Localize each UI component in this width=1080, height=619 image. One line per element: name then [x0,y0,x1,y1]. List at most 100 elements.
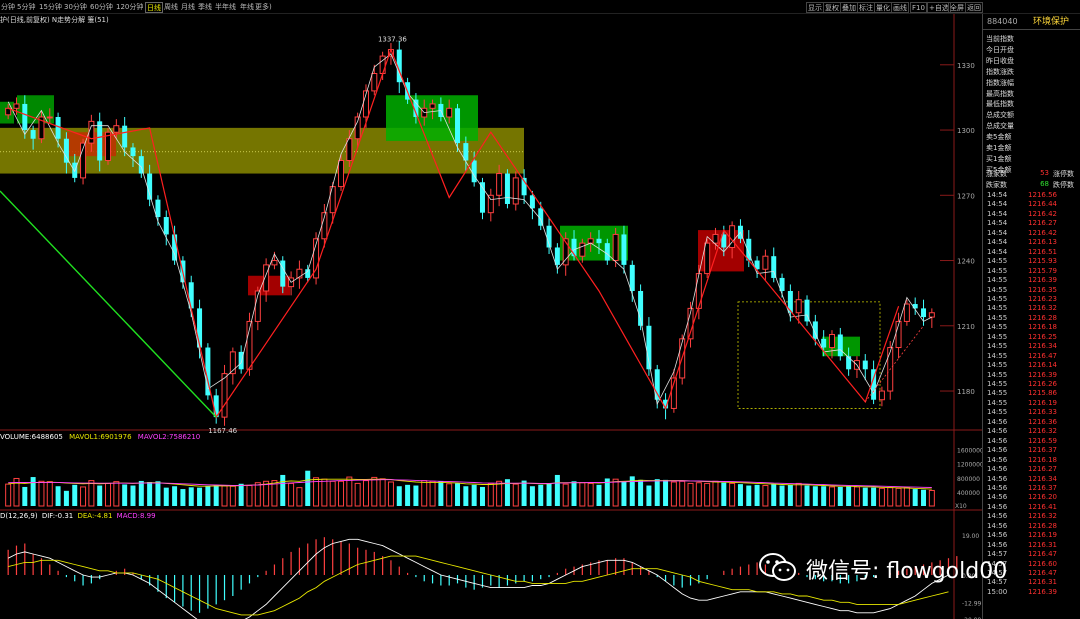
tick-time: 14:54 [987,209,1008,218]
candle-body [329,186,336,214]
volume-bar [180,489,186,506]
candle-body [30,130,36,139]
period-tab-8[interactable]: 月线 [181,3,195,11]
tick-price: 1216.33 [1028,408,1057,417]
candle-body [771,256,777,278]
period-tab-9[interactable]: 季线 [198,3,212,11]
tick-time: 14:56 [987,531,1008,540]
volume-bar [521,480,527,506]
volume-bar [5,483,12,507]
period-tab-5[interactable]: 120分钟 [116,3,144,11]
period-tab-6[interactable]: 日线 [145,2,163,13]
candle-body [712,233,719,244]
candle-body [296,268,303,279]
tick-time: 14:55 [987,342,1008,351]
candle-body [695,273,702,309]
tick-price: 1216.44 [1028,200,1057,209]
period-tab-0[interactable]: 分钟 [1,3,15,11]
tick-price: 1216.47 [1028,351,1057,360]
volume-bar [296,487,303,507]
volume-bar [413,485,419,506]
toolbar-button-9[interactable]: 返回 [965,2,983,13]
tick-time: 14:54 [987,191,1008,199]
limit-down-label: 跌停数 [1053,181,1074,189]
toolbar-button-3[interactable]: 标注 [857,2,875,13]
toolbar-button-2[interactable]: 叠加 [840,2,858,13]
volume-bar [663,479,669,506]
volume-bar [387,481,394,507]
price-tick-label: 1330 [957,62,975,70]
candle-body [172,234,178,261]
volume-bar [887,487,894,507]
candle-body [122,125,128,148]
period-tab-7[interactable]: 周线 [164,3,178,11]
tick-price: 1216.39 [1028,276,1057,285]
volume-tick-label: 800000 [957,476,980,483]
candle-body [113,125,120,133]
volume-bar [213,484,219,506]
tick-price: 1216.18 [1028,455,1057,464]
toolbar-button-5[interactable]: 画线 [891,2,909,13]
volume-bar [779,485,785,506]
quote-item-label: 当前指数 [986,35,1014,43]
period-tab-4[interactable]: 60分钟 [90,3,113,11]
toolbar-button-1[interactable]: 复权 [823,2,841,13]
period-tab-11[interactable]: 年线 [240,3,254,11]
tick-price: 1216.14 [1028,361,1057,370]
tick-price: 1216.34 [1028,342,1057,351]
tick-time: 14:56 [987,512,1008,521]
period-tab-1[interactable]: 5分钟 [17,3,36,11]
volume-bar [846,486,852,506]
tick-price: 1216.36 [1028,417,1057,426]
quote-item-label: 买1金额 [986,154,1012,163]
tick-time: 14:54 [987,247,1008,256]
tick-price: 1215.79 [1028,266,1057,275]
tick-price: 1216.32 [1028,512,1057,521]
tick-price: 1216.51 [1028,247,1057,256]
kline-chart[interactable]: 1330 1300 1270 1240 1210 1180 1337.36 1167.46 16… [0,0,982,619]
period-tab-10[interactable]: 半年线 [215,3,236,11]
period-tab-2[interactable]: 15分钟 [39,3,62,11]
toolbar-button-4[interactable]: 量化 [874,2,892,13]
tick-time: 14:55 [987,257,1008,266]
candle-body [821,338,827,348]
volume-bar [455,483,461,506]
volume-bar [88,480,95,507]
tick-price: 1216.47 [1028,550,1057,559]
tick-price: 1216.39 [1028,587,1057,596]
candle-body [97,121,103,161]
tick-time: 14:55 [987,294,1008,303]
period-tab-12[interactable]: 更多) [255,3,272,11]
candle-body [579,242,586,257]
tick-time: 14:54 [987,228,1008,237]
volume-bar [746,485,752,506]
tick-price: 1216.18 [1028,323,1057,332]
tick-price: 1215.86 [1028,389,1057,398]
quote-item-label: 卖1金额 [986,144,1012,152]
volume-bar [13,477,20,507]
candle-body [521,177,527,196]
dea-line [8,555,949,616]
volume-bar [30,477,36,506]
tick-time: 14:54 [987,238,1008,247]
candle-body [455,108,461,144]
candle-body [663,399,669,409]
watermark-text: 微信号: flowgold00 [806,559,1008,584]
toolbar-button-0[interactable]: 显示 [806,2,824,13]
volume-bar [155,481,161,506]
quote-item-label: 指数涨跌 [986,67,1014,76]
toolbar-button-6[interactable]: F10 [910,2,927,13]
macd-params: D(12,26,9) [0,512,38,520]
volume-bar [354,482,361,507]
period-tab-3[interactable]: 30分钟 [64,3,87,11]
volume-bar [329,480,336,507]
toolbar-button-8[interactable]: 全屏 [948,2,966,13]
toolbar-button-7[interactable]: +自选 [927,2,951,13]
volume-bar [188,487,194,506]
volume-bar [205,485,211,506]
volume-bar [804,485,810,506]
candle-body [396,49,402,83]
tick-time: 14:55 [987,408,1008,417]
mavol1-value: MAVOL1:6901976 [69,433,132,441]
candle-body [837,334,843,357]
